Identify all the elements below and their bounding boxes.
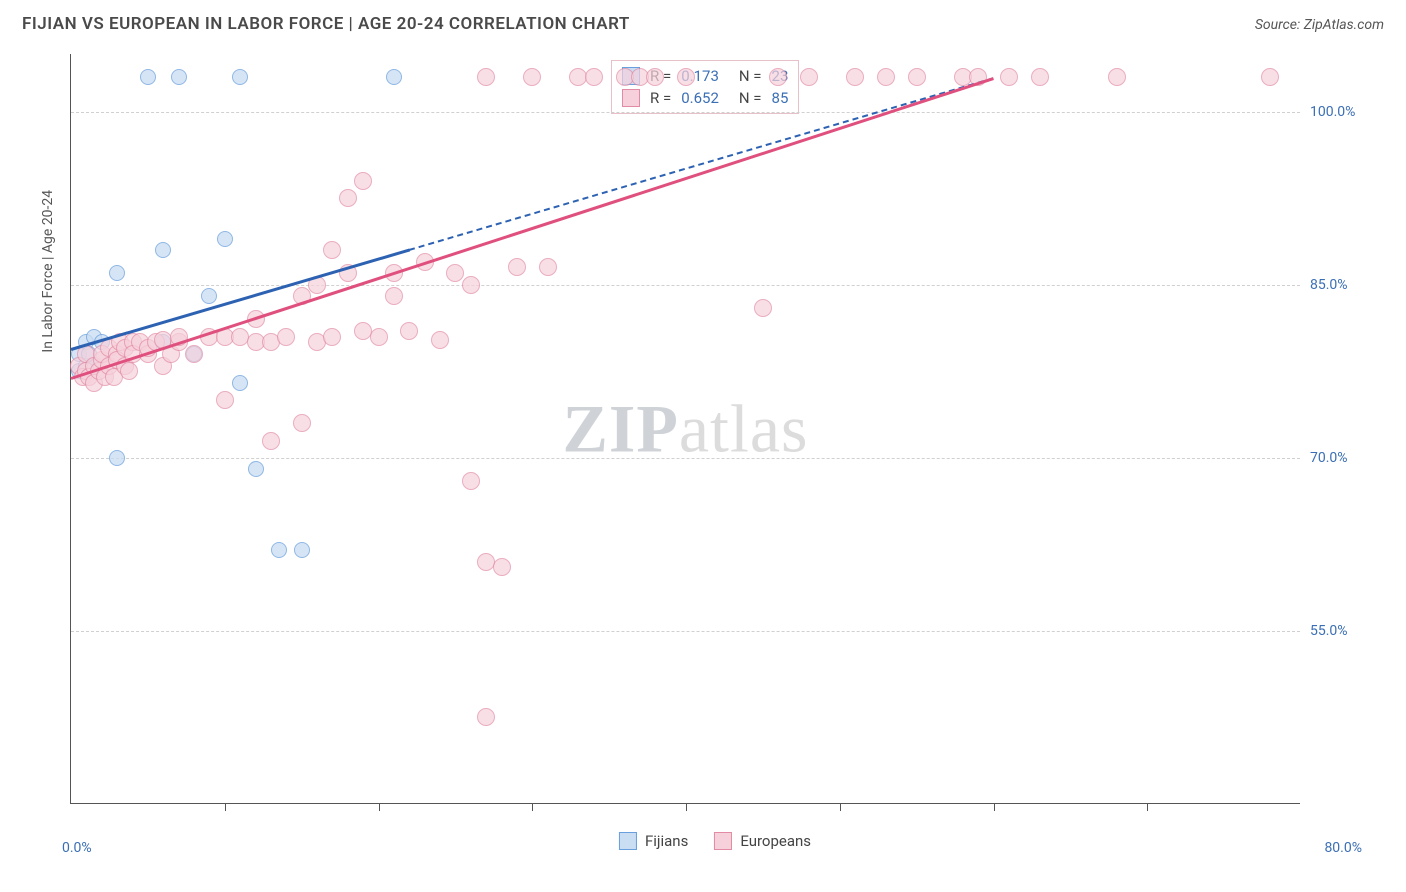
data-point (370, 328, 388, 346)
legend-swatch (714, 832, 732, 850)
data-point (323, 328, 341, 346)
data-point (462, 472, 480, 490)
y-tick-label: 55.0% (1310, 623, 1370, 639)
data-point (294, 542, 310, 558)
x-tick (994, 803, 995, 811)
x-tick (686, 803, 687, 811)
y-axis-label: In Labor Force | Age 20-24 (40, 190, 56, 353)
data-point (1261, 68, 1279, 86)
legend: Fijians Europeans (619, 832, 811, 850)
data-point (232, 69, 248, 85)
gridline (71, 631, 1300, 632)
data-point (271, 542, 287, 558)
legend-label: Europeans (740, 832, 811, 850)
data-point (477, 708, 495, 726)
x-tick (532, 803, 533, 811)
data-point (339, 189, 357, 207)
stat-r-value: 0.652 (681, 89, 719, 107)
legend-swatch (619, 832, 637, 850)
plot-region: ZIPatlas R =0.173N =23R =0.652N =85 55.0… (70, 54, 1300, 804)
legend-item: Europeans (714, 832, 811, 850)
data-point (877, 68, 895, 86)
trend-line (71, 77, 994, 380)
data-point (120, 362, 138, 380)
chart-header: FIJIAN VS EUROPEAN IN LABOR FORCE | AGE … (0, 0, 1406, 44)
x-max-label: 80.0% (1324, 840, 1362, 856)
data-point (462, 276, 480, 294)
stats-row: R = 0.652 N = 85 (622, 87, 788, 109)
data-point (477, 68, 495, 86)
gridline (71, 285, 1300, 286)
watermark: ZIPatlas (563, 389, 809, 468)
stat-n-label: N = (739, 67, 762, 85)
legend-label: Fijians (645, 832, 688, 850)
data-point (354, 172, 372, 190)
y-tick-label: 85.0% (1310, 277, 1370, 293)
chart-source: Source: ZipAtlas.com (1255, 17, 1384, 33)
data-point (400, 322, 418, 340)
gridline (71, 458, 1300, 459)
data-point (232, 375, 248, 391)
data-point (523, 68, 541, 86)
gridline (71, 112, 1300, 113)
series-swatch (622, 89, 640, 107)
chart-area: In Labor Force | Age 20-24 ZIPatlas R =0… (50, 54, 1380, 854)
data-point (508, 258, 526, 276)
data-point (277, 328, 295, 346)
data-point (185, 345, 203, 363)
data-point (446, 264, 464, 282)
data-point (140, 69, 156, 85)
data-point (677, 68, 695, 86)
data-point (216, 391, 234, 409)
data-point (323, 241, 341, 259)
data-point (539, 258, 557, 276)
data-point (171, 69, 187, 85)
legend-item: Fijians (619, 832, 688, 850)
data-point (109, 265, 125, 281)
data-point (293, 414, 311, 432)
stat-n-value: 85 (772, 89, 789, 107)
data-point (1000, 68, 1018, 86)
x-tick (379, 803, 380, 811)
stat-r-label: R = (650, 89, 671, 107)
y-tick-label: 100.0% (1310, 104, 1370, 120)
x-tick (225, 803, 226, 811)
data-point (155, 242, 171, 258)
data-point (109, 450, 125, 466)
data-point (386, 69, 402, 85)
data-point (769, 68, 787, 86)
data-point (201, 288, 217, 304)
chart-title: FIJIAN VS EUROPEAN IN LABOR FORCE | AGE … (22, 14, 630, 34)
x-tick (840, 803, 841, 811)
data-point (431, 331, 449, 349)
data-point (646, 68, 664, 86)
data-point (1108, 68, 1126, 86)
data-point (262, 432, 280, 450)
data-point (754, 299, 772, 317)
data-point (585, 68, 603, 86)
data-point (1031, 68, 1049, 86)
data-point (800, 68, 818, 86)
y-tick-label: 70.0% (1310, 450, 1370, 466)
data-point (248, 461, 264, 477)
data-point (217, 231, 233, 247)
stat-n-label: N = (739, 89, 762, 107)
x-tick (1147, 803, 1148, 811)
data-point (385, 287, 403, 305)
data-point (908, 68, 926, 86)
data-point (846, 68, 864, 86)
x-min-label: 0.0% (62, 840, 92, 856)
data-point (493, 558, 511, 576)
